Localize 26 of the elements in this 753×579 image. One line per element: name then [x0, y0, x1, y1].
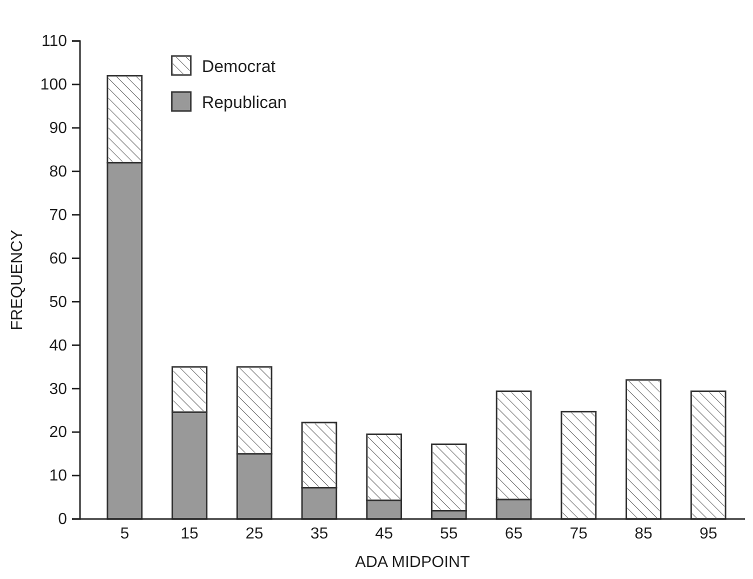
y-tick-label: 30: [49, 380, 68, 398]
y-tick-label: 50: [49, 294, 68, 311]
x-axis-title: ADA MIDPOINT: [355, 554, 470, 571]
y-tick-label: 40: [49, 337, 68, 354]
y-tick-label: 70: [49, 206, 68, 224]
y-tick-label: 90: [49, 120, 68, 138]
y-tick-label: 60: [49, 250, 68, 268]
y-tick-label: 80: [49, 163, 68, 180]
x-tick-label: 95: [699, 525, 718, 542]
legend-label: Democrat: [202, 57, 276, 76]
x-tick-label: 55: [440, 525, 458, 542]
x-tick-label: 65: [504, 525, 523, 542]
y-tick-label: 100: [40, 76, 68, 94]
y-axis-title: FREQUENCY: [9, 229, 26, 330]
y-tick-label: 10: [49, 468, 68, 485]
x-tick-label: 25: [245, 525, 264, 542]
y-tick-label: 110: [41, 33, 68, 50]
y-tick-label: 0: [58, 511, 68, 528]
x-tick-label: 5: [120, 525, 130, 542]
x-tick-label: 35: [310, 525, 328, 542]
y-tick-label: 20: [49, 424, 68, 442]
x-tick-label: 15: [180, 525, 198, 542]
x-tick-label: 45: [375, 525, 394, 542]
legend-label: Republican: [202, 93, 287, 112]
x-tick-label: 75: [570, 525, 588, 542]
x-tick-label: 85: [634, 525, 652, 542]
